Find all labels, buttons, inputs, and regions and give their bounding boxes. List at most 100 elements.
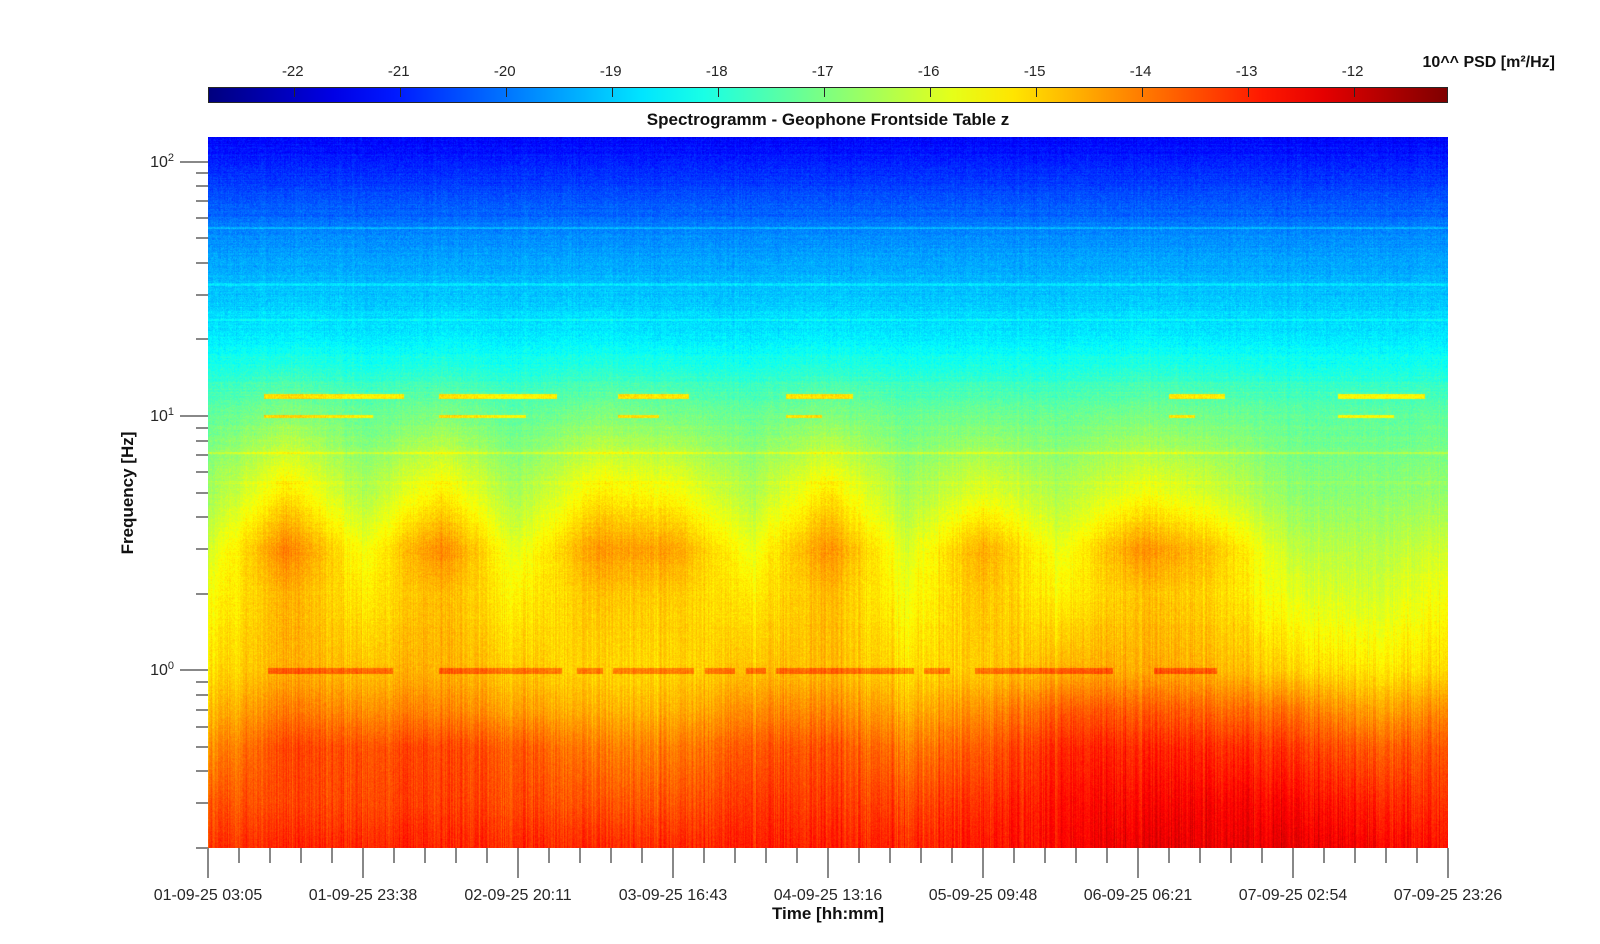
y-tick-label: 101 [150, 406, 174, 426]
x-minor-tick [1013, 848, 1015, 863]
x-tick-label: 01-09-25 23:38 [308, 887, 418, 904]
colorbar-tick [929, 88, 931, 97]
y-minor-tick [196, 185, 208, 188]
x-minor-tick [424, 848, 426, 863]
x-minor-tick [951, 848, 953, 863]
colorbar-tick [717, 88, 719, 97]
y-minor-tick [196, 426, 208, 429]
y-tick-base: 10 [150, 153, 168, 171]
x-tick-label: 07-09-25 23:26 [1393, 887, 1503, 904]
y-minor-tick [196, 491, 208, 494]
x-major-tick [672, 848, 674, 878]
y-tick-base: 10 [150, 662, 168, 680]
colorbar-tick-label: -15 [1023, 63, 1046, 80]
x-minor-tick [579, 848, 581, 863]
colorbar-tick [1247, 88, 1249, 97]
y-minor-tick [196, 172, 208, 175]
y-tick-base: 10 [150, 407, 168, 425]
x-tick-label: 02-09-25 20:11 [464, 887, 572, 904]
x-minor-tick [331, 848, 333, 863]
y-tick-exponent: 0 [167, 660, 174, 673]
y-minor-tick [196, 439, 208, 442]
y-minor-tick [196, 680, 208, 683]
y-minor-tick [196, 547, 208, 550]
colorbar-label: 10^^ PSD [m²/Hz] [1422, 54, 1555, 71]
y-minor-tick [196, 847, 208, 849]
colorbar-tick [1141, 88, 1143, 97]
y-axis-label: Frequency [Hz] [118, 431, 137, 555]
x-tick-label: 01-09-25 03:05 [153, 887, 263, 904]
y-minor-tick [196, 454, 208, 457]
x-minor-tick [703, 848, 705, 863]
x-minor-tick [1385, 848, 1387, 863]
colorbar-tick [1353, 88, 1355, 97]
y-minor-tick [196, 516, 208, 519]
x-major-tick [1137, 848, 1139, 878]
y-minor-tick [196, 293, 208, 296]
x-minor-tick [920, 848, 922, 863]
colorbar-tick-label: -13 [1235, 63, 1258, 80]
x-minor-tick [1323, 848, 1325, 863]
x-minor-tick [455, 848, 457, 863]
colorbar-tick-label: -17 [811, 63, 834, 80]
x-minor-tick [269, 848, 271, 863]
colorbar-tick-label: -22 [281, 63, 304, 80]
x-minor-tick [486, 848, 488, 863]
x-minor-tick [796, 848, 798, 863]
x-minor-tick [1044, 848, 1046, 863]
y-tick-exponent: 2 [167, 151, 174, 164]
x-minor-tick [548, 848, 550, 863]
x-minor-tick [1261, 848, 1263, 863]
y-minor-tick [196, 237, 208, 240]
colorbar [208, 87, 1448, 103]
x-major-tick [1292, 848, 1294, 878]
chart-title: Spectrogramm - Geophone Frontside Table … [646, 110, 1010, 129]
x-tick-label: 04-09-25 13:16 [773, 887, 883, 904]
colorbar-tick-label: -21 [387, 63, 410, 80]
y-major-tick [180, 414, 208, 417]
spectrogram-heatmap [208, 137, 1448, 848]
colorbar-tick-label: -18 [705, 63, 728, 80]
y-major-tick [180, 160, 208, 163]
y-minor-tick [196, 471, 208, 474]
x-minor-tick [1230, 848, 1232, 863]
x-minor-tick [1354, 848, 1356, 863]
x-minor-tick [300, 848, 302, 863]
x-minor-tick [641, 848, 643, 863]
x-minor-tick [889, 848, 891, 863]
y-minor-tick [196, 708, 208, 711]
colorbar-tick-label: -20 [493, 63, 516, 80]
x-minor-tick [765, 848, 767, 863]
colorbar-tick [611, 88, 613, 97]
x-minor-tick [858, 848, 860, 863]
x-minor-tick [1106, 848, 1108, 863]
x-minor-tick [1075, 848, 1077, 863]
x-major-tick [362, 848, 364, 878]
x-axis-label: Time [hh:mm] [771, 904, 885, 923]
x-minor-tick [393, 848, 395, 863]
y-tick-label: 102 [150, 152, 174, 172]
y-minor-tick [196, 592, 208, 595]
y-minor-tick [196, 338, 208, 341]
colorbar-tick [505, 88, 507, 97]
x-tick-label: 07-09-25 02:54 [1238, 887, 1348, 904]
x-major-tick [1447, 848, 1449, 878]
colorbar-tick [1035, 88, 1037, 97]
y-major-tick [180, 669, 208, 672]
colorbar-tick-label: -12 [1341, 63, 1364, 80]
y-tick-exponent: 1 [167, 405, 174, 418]
x-minor-tick [238, 848, 240, 863]
colorbar-tick-label: -19 [599, 63, 622, 80]
x-major-tick [982, 848, 984, 878]
colorbar-tick [293, 88, 295, 97]
x-minor-tick [1416, 848, 1418, 863]
x-minor-tick [1168, 848, 1170, 863]
colorbar-tick-label: -16 [917, 63, 940, 80]
colorbar-tick-label: -14 [1129, 63, 1152, 80]
y-minor-tick [196, 200, 208, 203]
x-tick-label: 05-09-25 09:48 [928, 887, 1038, 904]
x-major-tick [207, 848, 209, 878]
y-minor-tick [196, 693, 208, 696]
x-major-tick [517, 848, 519, 878]
y-minor-tick [196, 217, 208, 220]
